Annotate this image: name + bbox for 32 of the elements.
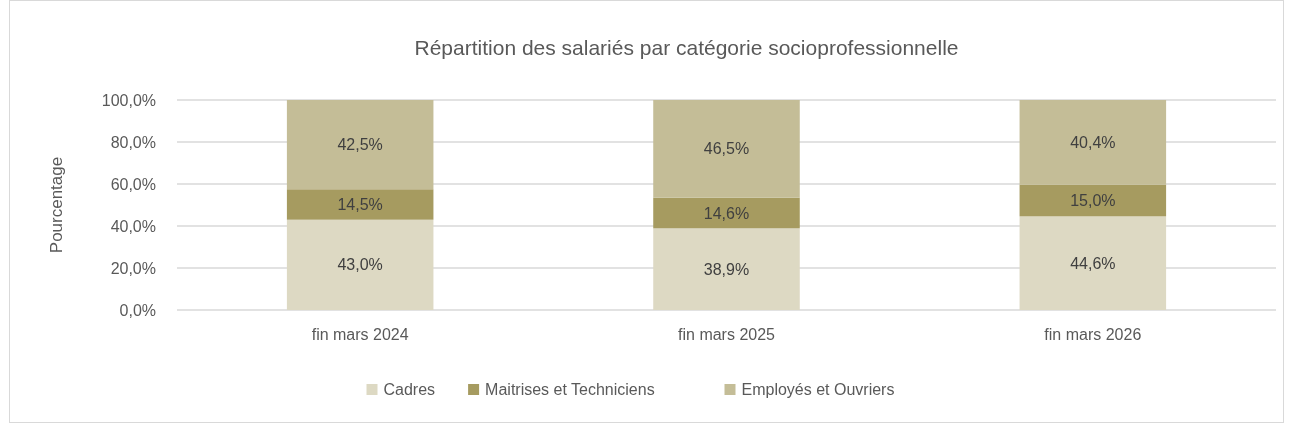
bar (653, 197, 800, 229)
data-label: 14,6% (703, 204, 750, 222)
bar (1019, 216, 1167, 310)
x-tick-label: fin mars 2025 (678, 326, 776, 343)
x-tick-label: fin mars 2024 (311, 326, 409, 343)
data-label: 44,6% (1070, 254, 1116, 272)
bar (1019, 184, 1167, 217)
legend-label: Maitrises et Techniciens (485, 381, 655, 398)
y-tick-label: 80,0% (110, 133, 156, 151)
data-label: 15,0% (1070, 192, 1116, 210)
bar (653, 228, 800, 310)
data-label: 43,0% (337, 256, 383, 274)
y-tick-label: 100,0% (101, 91, 156, 109)
y-tick-label: 40,0% (110, 217, 156, 235)
y-axis-title: Pourcentage (47, 156, 66, 254)
y-tick-label: 20,0% (110, 259, 156, 277)
data-label: 38,9% (703, 260, 750, 278)
x-tick-label: fin mars 2026 (1044, 326, 1142, 343)
data-label: 40,4% (1070, 134, 1116, 152)
bar (286, 219, 434, 310)
legend-label: Employés et Ouvriers (741, 381, 895, 398)
bar (653, 100, 800, 198)
data-label: 42,5% (337, 136, 383, 154)
bar (286, 100, 434, 190)
y-tick-label: 0,0% (119, 301, 156, 319)
y-tick-label: 60,0% (110, 175, 156, 193)
bar (286, 189, 434, 220)
data-label: 46,5% (703, 140, 750, 158)
data-label: 14,5% (337, 196, 383, 214)
bar (1019, 100, 1167, 185)
chart-title: Répartition des salariés par catégorie socioprofessionnelle (414, 36, 959, 59)
legend-label: Cadres (383, 381, 436, 398)
